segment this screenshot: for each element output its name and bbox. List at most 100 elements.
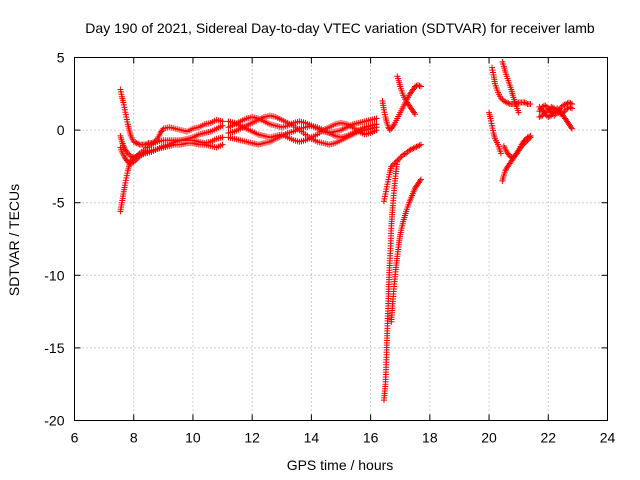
data-point xyxy=(545,114,552,121)
data-point xyxy=(412,111,419,118)
data-point xyxy=(561,108,568,115)
y-tick-label: -10 xyxy=(44,267,64,283)
series-dip-fast xyxy=(380,159,401,404)
x-tick-label: 16 xyxy=(363,430,379,446)
data-point xyxy=(527,132,534,139)
data-point xyxy=(412,144,419,151)
series-end-band-3 xyxy=(536,103,575,121)
data-point xyxy=(403,150,410,157)
data-point xyxy=(417,83,424,90)
data-point xyxy=(414,143,421,150)
data-point xyxy=(373,127,380,134)
data-point xyxy=(539,112,546,119)
data-point xyxy=(416,82,423,89)
x-tick-label: 18 xyxy=(422,430,438,446)
data-point xyxy=(527,100,534,107)
x-tick-label: 20 xyxy=(481,430,497,446)
data-point xyxy=(509,154,516,161)
data-point xyxy=(388,163,395,170)
data-point xyxy=(536,103,543,110)
y-tick-label: 5 xyxy=(57,50,65,66)
data-point xyxy=(411,109,418,116)
data-marks xyxy=(117,58,575,404)
data-point xyxy=(135,140,142,147)
data-point xyxy=(373,115,380,122)
data-point xyxy=(133,156,140,163)
data-point xyxy=(400,151,407,158)
data-point xyxy=(219,122,226,129)
data-point xyxy=(410,145,417,152)
data-point xyxy=(394,157,401,164)
data-point xyxy=(219,134,226,141)
x-tick-label: 22 xyxy=(540,430,556,446)
y-tick-label: -5 xyxy=(52,195,65,211)
data-point xyxy=(417,176,424,183)
data-point xyxy=(567,104,574,111)
data-point xyxy=(407,146,414,153)
series-arc-d-early-upper xyxy=(117,122,226,167)
data-point xyxy=(127,153,134,160)
data-point xyxy=(551,105,558,112)
plot-frame xyxy=(74,57,608,421)
data-point xyxy=(557,111,564,118)
data-point xyxy=(395,156,402,163)
data-point xyxy=(416,142,423,149)
data-point xyxy=(127,160,134,167)
x-tick-label: 12 xyxy=(244,430,260,446)
data-point xyxy=(130,159,137,166)
data-point xyxy=(552,106,559,113)
data-point xyxy=(130,138,137,145)
y-tick-label: -15 xyxy=(44,340,64,356)
data-point xyxy=(412,83,419,90)
x-axis-title: GPS time / hours xyxy=(287,457,394,473)
data-point xyxy=(124,159,131,166)
data-point xyxy=(500,98,507,105)
series-dip-slow xyxy=(388,176,424,325)
data-point xyxy=(416,177,423,184)
data-point xyxy=(502,167,509,174)
data-point xyxy=(536,114,543,121)
x-tick-label: 14 xyxy=(304,430,320,446)
data-point xyxy=(133,140,140,147)
data-point xyxy=(567,124,574,131)
y-tick-label: 0 xyxy=(57,122,65,138)
series-late-fall xyxy=(499,58,522,116)
series-arc-a-early-decay xyxy=(117,86,226,148)
data-point xyxy=(389,161,396,168)
data-point xyxy=(497,150,504,157)
data-point xyxy=(505,100,512,107)
x-axis-ticks: 6 8 10 12 14 16 18 20 22 24 xyxy=(71,57,616,446)
x-tick-label: 8 xyxy=(130,430,138,446)
y-tick-label: -20 xyxy=(44,413,64,429)
x-tick-label: 24 xyxy=(600,430,616,446)
data-point xyxy=(132,157,139,164)
data-point xyxy=(397,154,404,161)
data-point xyxy=(554,108,561,115)
series-dip-upper xyxy=(380,141,424,205)
data-point xyxy=(540,111,547,118)
data-point xyxy=(135,154,142,161)
data-point xyxy=(219,141,226,148)
chart-title: Day 190 of 2021, Sidereal Day-to-day VTE… xyxy=(85,20,595,36)
data-point xyxy=(413,143,420,150)
series-arc-b-early-rise xyxy=(117,140,226,215)
data-point xyxy=(503,99,510,106)
data-point xyxy=(524,134,531,141)
data-point xyxy=(390,122,397,129)
data-point xyxy=(521,137,528,144)
data-point xyxy=(521,99,528,106)
x-tick-label: 10 xyxy=(185,430,201,446)
data-point xyxy=(548,103,555,110)
data-point xyxy=(568,125,575,132)
data-point xyxy=(543,108,550,115)
data-point xyxy=(409,145,416,152)
data-point xyxy=(560,102,567,109)
data-point xyxy=(414,82,421,89)
data-point xyxy=(523,100,530,107)
data-point xyxy=(497,95,504,102)
data-point xyxy=(515,109,522,116)
y-axis-title: SDTVAR / TECUs xyxy=(6,184,22,296)
data-point xyxy=(508,153,515,160)
data-point xyxy=(406,147,413,154)
